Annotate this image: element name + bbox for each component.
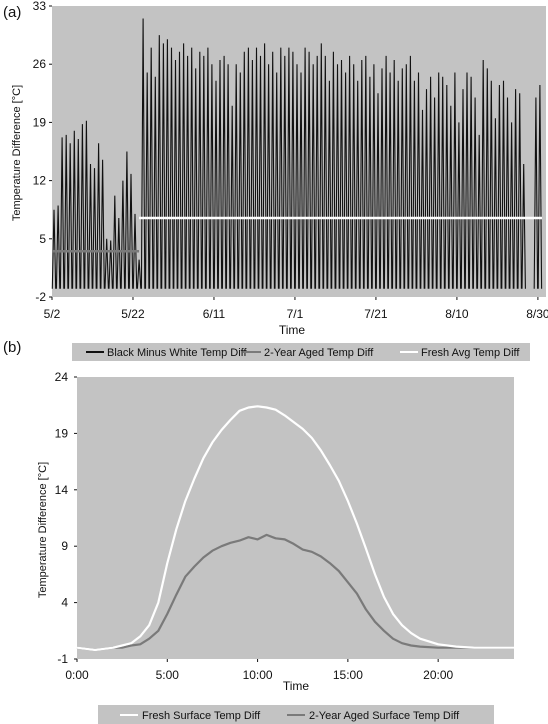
panel-a-x-ticks: 5/2 5/22 6/11 7/1 7/21 8/10 8/30 <box>44 297 548 321</box>
panel-a-y-ticks: -2 5 12 19 26 33 <box>33 0 52 304</box>
y-tick-label: 5 <box>39 232 46 246</box>
y-tick-label: 14 <box>55 483 69 497</box>
legend-label: Fresh Avg Temp Diff <box>421 347 520 359</box>
x-tick-label: 5:00 <box>156 668 180 682</box>
x-tick-label: 5/22 <box>121 307 145 321</box>
y-tick-label: 12 <box>33 174 47 188</box>
y-tick-label: 4 <box>61 596 68 610</box>
legend-label: Fresh Surface Temp Diff <box>142 710 261 722</box>
panel-a-series <box>51 18 543 289</box>
panel-b-y-axis-title: Temperature Difference [°C] <box>37 462 49 598</box>
panel-b-series <box>76 405 514 652</box>
panel-a-y-axis-title: Temperature Difference [°C] <box>11 85 23 221</box>
panel-a-ylabel: Temperature Difference [°C] <box>11 85 23 221</box>
x-tick-label: 8/30 <box>526 307 548 321</box>
y-tick-label: 33 <box>33 0 47 13</box>
x-tick-label: 5/2 <box>44 307 61 321</box>
legend-box <box>72 343 530 361</box>
legend-label: 2-Year Aged Temp Diff <box>264 347 374 359</box>
y-tick-label: 19 <box>33 115 47 129</box>
y-tick-label: -2 <box>35 290 46 304</box>
panel-b-xlabel: Time <box>283 679 310 693</box>
x-tick-label: 10:00 <box>243 668 273 682</box>
panel-a-xlabel: Time <box>279 323 306 337</box>
panel-a-legend: Black Minus White Temp Diff 2-Year Aged T… <box>72 343 530 361</box>
panel-b-label: (b) <box>3 339 21 356</box>
x-tick-label: 8/10 <box>445 307 469 321</box>
series-black-minus-white-line <box>51 18 543 289</box>
y-tick-label: 19 <box>55 426 69 440</box>
series-aged-surface-line <box>76 533 514 652</box>
y-tick-label: 9 <box>61 539 68 553</box>
x-tick-label: 20:00 <box>423 668 453 682</box>
panel-b-plot-area <box>77 377 514 659</box>
series-fresh-surface-line <box>76 405 514 652</box>
panel-b-legend: Fresh Surface Temp Diff 2-Year Aged Surfa… <box>98 705 494 724</box>
y-tick-label: 26 <box>33 57 47 71</box>
x-tick-label: 6/11 <box>203 307 226 321</box>
legend-label: Black Minus White Temp Diff <box>107 347 248 359</box>
panel-a-label: (a) <box>3 4 21 21</box>
legend-label: 2-Year Aged Surface Temp Diff <box>309 710 460 722</box>
panel-b-y-ticks: -1 4 9 14 19 24 <box>55 370 77 666</box>
y-tick-label: 24 <box>55 370 69 384</box>
x-tick-label: 7/21 <box>364 307 388 321</box>
panel-b-ylabel: Temperature Difference [°C] <box>37 462 49 598</box>
y-tick-label: -1 <box>57 652 68 666</box>
x-tick-label: 7/1 <box>287 307 304 321</box>
x-tick-label: 15:00 <box>333 668 363 682</box>
x-tick-label: 0:00 <box>65 668 89 682</box>
panel-b-x-ticks: 0:00 5:00 10:00 15:00 20:00 <box>65 659 453 682</box>
